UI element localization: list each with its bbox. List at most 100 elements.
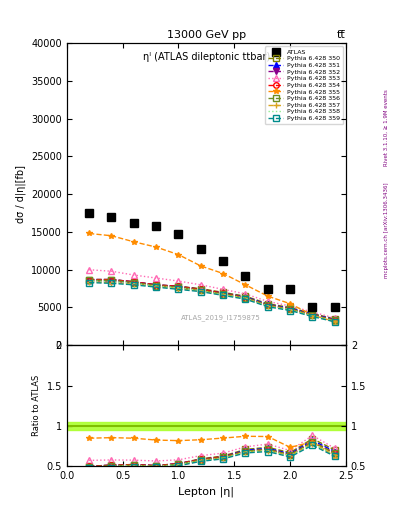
Pythia 6.428 356: [131, 280, 136, 286]
Line: ATLAS: ATLAS: [85, 209, 339, 312]
Text: Rivet 3.1.10, ≥ 1.9M events: Rivet 3.1.10, ≥ 1.9M events: [384, 90, 389, 166]
Pythia 6.428 358: [131, 280, 136, 286]
Pythia 6.428 357: [176, 286, 181, 292]
Pythia 6.428 357: [109, 280, 114, 286]
Pythia 6.428 352: [332, 317, 337, 324]
Pythia 6.428 358: [198, 288, 203, 294]
ATLAS: [265, 286, 270, 292]
Pythia 6.428 350: [221, 289, 226, 295]
Pythia 6.428 351: [332, 316, 337, 323]
Pythia 6.428 358: [87, 278, 92, 284]
Pythia 6.428 354: [288, 306, 292, 312]
Pythia 6.428 357: [332, 318, 337, 324]
Pythia 6.428 350: [131, 279, 136, 285]
Pythia 6.428 350: [198, 286, 203, 292]
Text: mcplots.cern.ch [arXiv:1306.3436]: mcplots.cern.ch [arXiv:1306.3436]: [384, 183, 389, 278]
Pythia 6.428 350: [176, 283, 181, 289]
Pythia 6.428 354: [87, 276, 92, 283]
Pythia 6.428 359: [109, 280, 114, 286]
Pythia 6.428 350: [243, 293, 248, 299]
Pythia 6.428 358: [265, 303, 270, 309]
Line: Pythia 6.428 358: Pythia 6.428 358: [89, 281, 335, 321]
Pythia 6.428 357: [154, 283, 158, 289]
Pythia 6.428 353: [288, 303, 292, 309]
Line: Pythia 6.428 353: Pythia 6.428 353: [86, 267, 338, 321]
Pythia 6.428 350: [288, 305, 292, 311]
Pythia 6.428 358: [332, 318, 337, 324]
Line: Pythia 6.428 359: Pythia 6.428 359: [86, 280, 338, 325]
Pythia 6.428 352: [198, 287, 203, 293]
Pythia 6.428 355: [332, 319, 337, 325]
Pythia 6.428 354: [131, 279, 136, 285]
Pythia 6.428 358: [288, 307, 292, 313]
Pythia 6.428 358: [243, 295, 248, 302]
Pythia 6.428 351: [221, 290, 226, 296]
Pythia 6.428 357: [288, 307, 292, 313]
Pythia 6.428 351: [310, 311, 315, 317]
Pythia 6.428 350: [154, 282, 158, 288]
Pythia 6.428 351: [109, 276, 114, 283]
Pythia 6.428 359: [131, 282, 136, 288]
Pythia 6.428 355: [176, 251, 181, 258]
Pythia 6.428 356: [87, 277, 92, 283]
Pythia 6.428 355: [288, 301, 292, 307]
Pythia 6.428 351: [243, 294, 248, 300]
Pythia 6.428 355: [221, 270, 226, 276]
Pythia 6.428 350: [265, 301, 270, 307]
Pythia 6.428 354: [198, 286, 203, 292]
Line: Pythia 6.428 351: Pythia 6.428 351: [86, 277, 338, 323]
Text: tt̅: tt̅: [337, 30, 346, 40]
Pythia 6.428 354: [265, 302, 270, 308]
Text: ATLAS_2019_I1759875: ATLAS_2019_I1759875: [180, 314, 260, 321]
Line: Pythia 6.428 356: Pythia 6.428 356: [86, 278, 338, 323]
Pythia 6.428 359: [288, 307, 292, 313]
ATLAS: [87, 210, 92, 216]
Y-axis label: dσ / d|η|[fb]: dσ / d|η|[fb]: [15, 165, 26, 223]
Pythia 6.428 354: [176, 283, 181, 289]
ATLAS: [131, 220, 136, 226]
Pythia 6.428 357: [198, 288, 203, 294]
ATLAS: [221, 258, 226, 264]
Pythia 6.428 356: [154, 283, 158, 289]
Pythia 6.428 352: [131, 280, 136, 286]
Pythia 6.428 355: [310, 312, 315, 318]
X-axis label: Lepton |η|: Lepton |η|: [178, 486, 234, 497]
Pythia 6.428 355: [265, 293, 270, 299]
Pythia 6.428 359: [198, 289, 203, 295]
ATLAS: [154, 223, 158, 229]
Pythia 6.428 351: [265, 302, 270, 308]
Pythia 6.428 353: [332, 315, 337, 321]
ATLAS: [310, 305, 315, 311]
Line: Pythia 6.428 357: Pythia 6.428 357: [86, 279, 338, 324]
Pythia 6.428 352: [221, 291, 226, 297]
Pythia 6.428 359: [87, 280, 92, 286]
Pythia 6.428 359: [265, 304, 270, 310]
Pythia 6.428 353: [265, 298, 270, 305]
Pythia 6.428 351: [154, 282, 158, 288]
Line: Pythia 6.428 355: Pythia 6.428 355: [86, 231, 338, 325]
Pythia 6.428 353: [176, 278, 181, 284]
Pythia 6.428 359: [154, 284, 158, 290]
Pythia 6.428 357: [131, 281, 136, 287]
Pythia 6.428 354: [154, 282, 158, 288]
Pythia 6.428 353: [109, 268, 114, 274]
Pythia 6.428 357: [265, 303, 270, 309]
Pythia 6.428 354: [310, 312, 315, 318]
Pythia 6.428 357: [243, 295, 248, 302]
ATLAS: [176, 231, 181, 237]
Pythia 6.428 353: [221, 286, 226, 292]
Pythia 6.428 353: [310, 309, 315, 315]
Pythia 6.428 358: [176, 285, 181, 291]
Pythia 6.428 355: [198, 263, 203, 269]
ATLAS: [243, 273, 248, 279]
Pythia 6.428 352: [154, 283, 158, 289]
Pythia 6.428 351: [288, 305, 292, 311]
Bar: [67, 422, 346, 430]
Pythia 6.428 355: [109, 232, 114, 239]
Pythia 6.428 350: [310, 310, 315, 316]
ATLAS: [332, 305, 337, 311]
Pythia 6.428 352: [109, 278, 114, 284]
Pythia 6.428 354: [243, 294, 248, 301]
Pythia 6.428 356: [198, 287, 203, 293]
Pythia 6.428 356: [221, 291, 226, 297]
